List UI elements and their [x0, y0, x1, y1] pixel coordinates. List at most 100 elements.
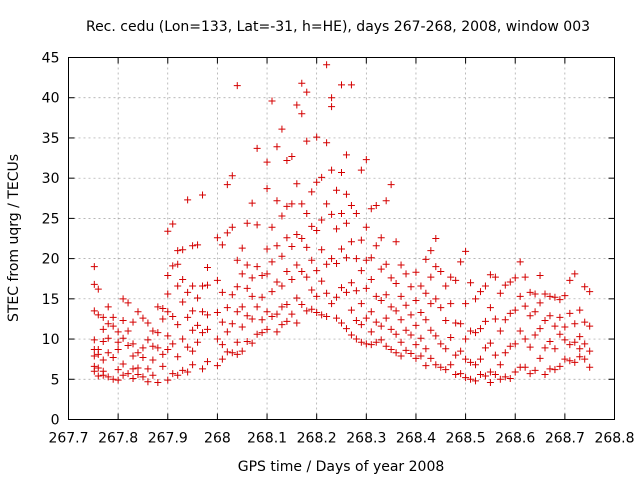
- data-point: [521, 302, 529, 310]
- data-point: [263, 325, 271, 333]
- data-point: [521, 273, 529, 281]
- data-point: [342, 151, 350, 159]
- data-point: [308, 256, 316, 264]
- data-point: [342, 288, 350, 296]
- data-point: [223, 328, 231, 336]
- data-point: [467, 375, 475, 383]
- data-point: [104, 334, 112, 342]
- data-point: [233, 283, 241, 291]
- data-point: [164, 227, 172, 235]
- data-point: [189, 242, 197, 250]
- data-point: [268, 223, 276, 231]
- data-point: [119, 371, 127, 379]
- data-point: [159, 304, 167, 312]
- data-point: [338, 284, 345, 292]
- data-point: [154, 303, 162, 311]
- data-point: [536, 272, 544, 280]
- data-point: [546, 312, 554, 320]
- data-point: [352, 210, 360, 218]
- data-point: [352, 317, 360, 325]
- data-point: [541, 344, 549, 352]
- data-point: [313, 178, 321, 186]
- data-point: [328, 94, 336, 102]
- data-point: [134, 308, 142, 316]
- data-point: [467, 358, 475, 366]
- data-point: [109, 313, 117, 321]
- data-point: [382, 314, 390, 322]
- data-point: [486, 368, 494, 376]
- data-point: [174, 282, 182, 290]
- data-point: [472, 361, 480, 369]
- data-point: [293, 180, 301, 188]
- data-point: [134, 364, 142, 372]
- data-point: [124, 370, 132, 378]
- data-point: [139, 344, 147, 352]
- data-point: [501, 373, 509, 381]
- data-point: [427, 300, 435, 308]
- data-point: [576, 353, 584, 361]
- data-point: [506, 342, 514, 350]
- data-point: [233, 82, 241, 90]
- data-point: [213, 335, 221, 343]
- data-point: [462, 300, 470, 308]
- data-point: [422, 255, 430, 263]
- data-point: [164, 290, 172, 298]
- data-point: [447, 273, 455, 281]
- data-point: [194, 338, 202, 346]
- data-point: [342, 190, 350, 198]
- data-point: [298, 300, 306, 308]
- y-tick-label: 5: [51, 372, 60, 388]
- data-point: [228, 320, 236, 328]
- data-point: [119, 317, 127, 325]
- data-point: [194, 241, 202, 249]
- x-axis-label: GPS time / Days of year 2008: [238, 459, 445, 475]
- data-point: [164, 346, 172, 354]
- y-tick-label: 40: [42, 91, 60, 107]
- data-point: [422, 289, 430, 297]
- data-point: [323, 200, 331, 208]
- data-point: [268, 258, 276, 266]
- data-point: [144, 378, 152, 386]
- data-point: [536, 354, 544, 362]
- data-point: [243, 219, 251, 227]
- data-point: [94, 350, 102, 358]
- y-tick-label: 15: [42, 292, 60, 308]
- data-point: [238, 323, 246, 331]
- data-point: [203, 325, 211, 333]
- data-point: [476, 288, 484, 296]
- data-point: [442, 366, 450, 374]
- data-point: [531, 290, 539, 298]
- data-point: [273, 328, 281, 336]
- data-point: [452, 370, 460, 378]
- data-point: [213, 276, 221, 284]
- data-point: [472, 295, 480, 303]
- data-point: [189, 361, 197, 369]
- data-point: [169, 370, 177, 378]
- data-point: [199, 308, 207, 316]
- data-point: [303, 243, 311, 251]
- data-point: [169, 313, 177, 321]
- data-point: [402, 301, 410, 309]
- data-point: [372, 202, 380, 210]
- data-point: [318, 216, 326, 224]
- data-point: [189, 347, 197, 355]
- data-point: [149, 356, 157, 364]
- data-point: [571, 320, 579, 328]
- data-point: [154, 344, 162, 352]
- data-point: [511, 274, 519, 282]
- data-point: [412, 296, 420, 304]
- data-point: [104, 303, 112, 311]
- data-point: [273, 242, 281, 250]
- data-point: [357, 338, 365, 346]
- data-point: [253, 263, 261, 271]
- data-point: [218, 241, 226, 249]
- data-point: [303, 137, 311, 145]
- data-point: [223, 181, 231, 189]
- data-point: [516, 258, 524, 266]
- data-point: [576, 306, 584, 314]
- data-point: [432, 263, 440, 271]
- data-point: [233, 338, 241, 346]
- data-point: [303, 307, 311, 315]
- data-point: [427, 354, 435, 362]
- data-point: [90, 336, 98, 344]
